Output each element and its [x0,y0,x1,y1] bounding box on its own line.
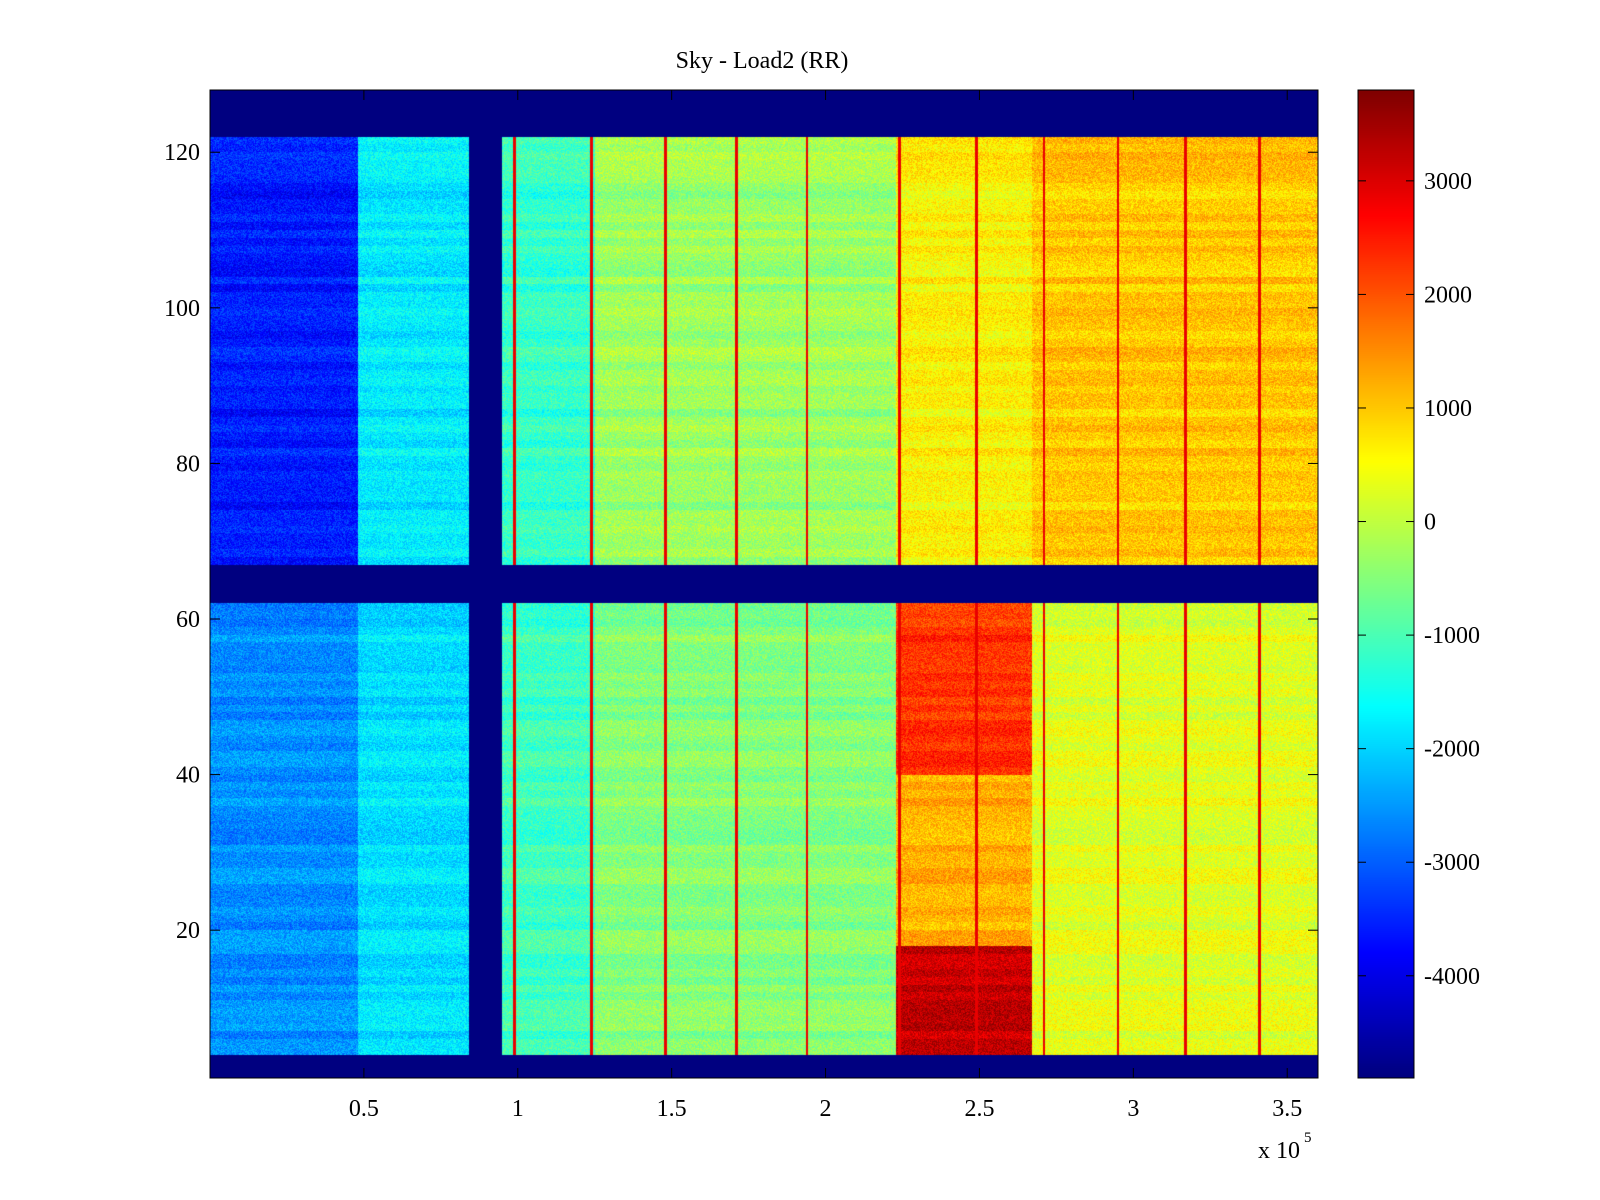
y-tick-label: 120 [164,140,200,166]
y-axis: 20 40 60 80 100 120 [164,140,1318,944]
colorbar-tick-label: 3000 [1424,169,1472,195]
colorbar-gradient [1358,90,1414,1078]
y-tick-label: 40 [176,763,200,789]
colorbar-tick-label: 2000 [1424,282,1472,308]
colorbar-frame [1357,89,1415,1079]
colorbar-tick-label: 1000 [1424,396,1472,422]
y-tick-label: 60 [176,607,200,633]
x-tick-label: 2.5 [964,1096,994,1122]
colorbar: 3000 2000 1000 0 -1000 -2000 -3000 -4000 [1357,89,1480,1079]
colorbar-tick-label: -2000 [1424,737,1480,763]
x-tick-label: 1 [512,1096,524,1122]
heatmap-plot [210,90,1318,1078]
colorbar-tick-label: -3000 [1424,850,1480,876]
x-axis: 0.5 1 1.5 2 2.5 3 3.5 [349,90,1302,1122]
y-tick-label: 100 [164,296,200,322]
x-multiplier-exponent: 5 [1304,1130,1312,1146]
x-tick-label: 3 [1127,1096,1139,1122]
heatmap-image [210,90,1318,1078]
x-tick-label: 0.5 [349,1096,379,1122]
x-tick-label: 2 [820,1096,832,1122]
colorbar-tick-label: -4000 [1424,964,1480,990]
colorbar-tick-label: -1000 [1424,623,1480,649]
colorbar-tick-label: 0 [1424,510,1436,536]
y-tick-label: 20 [176,918,200,944]
y-tick-label: 80 [176,451,200,477]
x-tick-label: 3.5 [1272,1096,1302,1122]
x-multiplier-label: x 10 [1258,1138,1300,1164]
plot-frame [209,89,1319,1079]
chart-title: Sky - Load2 (RR) [676,48,849,74]
x-tick-label: 1.5 [657,1096,687,1122]
